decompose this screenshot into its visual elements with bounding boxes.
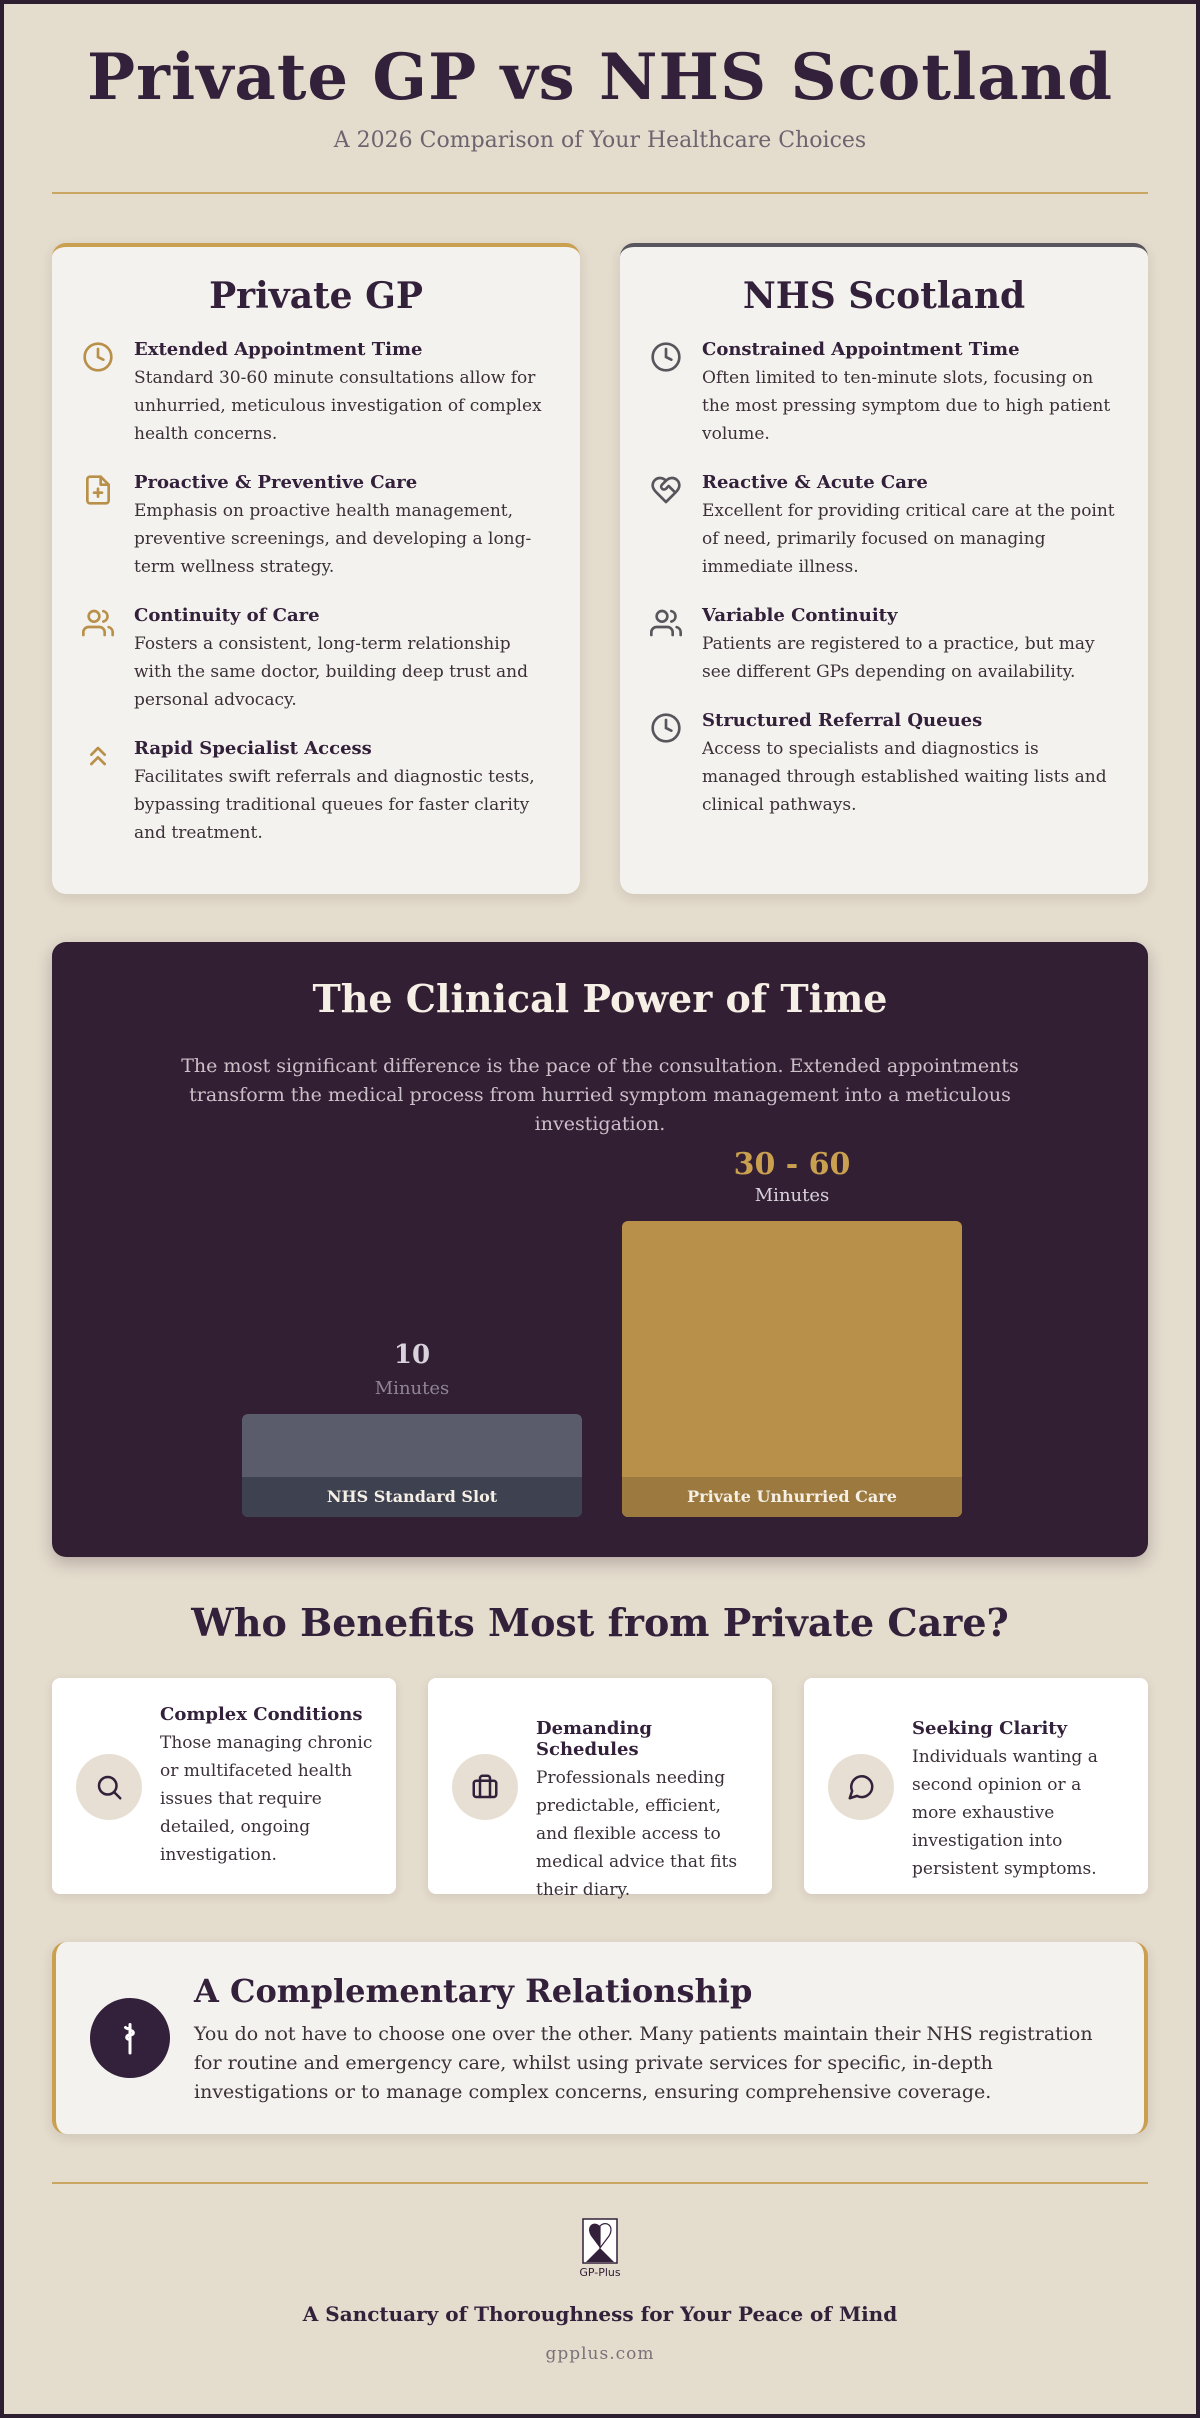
search-icon: [76, 1754, 142, 1820]
benefit-title: Demanding Schedules: [536, 1718, 652, 1760]
private-feature: Rapid Specialist Access Facilitates swif…: [82, 738, 550, 847]
feature-text: Patients are registered to a practice, b…: [702, 634, 1095, 682]
complementary-panel: A Complementary Relationship You do not …: [52, 1942, 1148, 2134]
feature-title: Variable Continuity: [702, 605, 898, 626]
caduceus-icon: [90, 1998, 170, 2078]
private-feature: Extended Appointment Time Standard 30-60…: [82, 339, 550, 448]
footer-tagline: A Sanctuary of Thoroughness for Your Pea…: [302, 2302, 898, 2326]
logo-text: GP-Plus: [579, 2266, 621, 2279]
feature-title: Constrained Appointment Time: [702, 339, 1020, 360]
feature-title: Reactive & Acute Care: [702, 472, 928, 493]
nhs-scotland-card: NHS Scotland Constrained Appointment Tim…: [620, 243, 1148, 894]
feature-text: Fosters a consistent, long-term relation…: [134, 634, 529, 710]
briefcase-icon: [452, 1754, 518, 1820]
private-gp-card: Private GP Extended Appointment Time Sta…: [52, 243, 580, 894]
feature-text: Often limited to ten-minute slots, focus…: [702, 368, 1111, 444]
clock-icon: [82, 341, 118, 448]
benefit-card-complex: Complex Conditions Those managing chroni…: [52, 1678, 396, 1894]
footer-divider: [52, 2182, 1148, 2184]
gp-plus-logo: GP-Plus: [574, 2218, 626, 2279]
bar-unit-label: Minutes: [374, 1378, 450, 1399]
feature-text: Emphasis on proactive health management,…: [134, 501, 532, 577]
bar-category-label: NHS Standard Slot: [242, 1477, 582, 1517]
time-bar: Private Unhurried Care: [622, 1221, 962, 1517]
complementary-text: You do not have to choose one over the o…: [194, 2023, 1093, 2103]
nhs-title: NHS Scotland: [742, 275, 1026, 317]
gp-plus-logo-mark: [582, 2218, 618, 2264]
clock-icon: [650, 712, 686, 819]
feature-text: Access to specialists and diagnostics is…: [702, 739, 1107, 815]
page-title: Private GP vs NHS Scotland: [87, 40, 1113, 115]
clinical-time-panel: The Clinical Power of Time The most sign…: [52, 942, 1148, 1557]
clinical-time-title: The Clinical Power of Time: [312, 976, 888, 1021]
nhs-feature: Structured Referral Queues Access to spe…: [650, 710, 1118, 819]
nhs-feature: Constrained Appointment Time Often limit…: [650, 339, 1118, 448]
benefit-card-clarity: Seeking Clarity Individuals wanting a se…: [804, 1678, 1148, 1894]
users-icon: [650, 607, 686, 686]
clinical-time-description: The most significant difference is the p…: [181, 1055, 1019, 1135]
nhs-feature: Reactive & Acute Care Excellent for prov…: [650, 472, 1118, 581]
feature-title: Structured Referral Queues: [702, 710, 983, 731]
nhs-feature: Variable Continuity Patients are registe…: [650, 605, 1118, 686]
private-feature: Continuity of Care Fosters a consistent,…: [82, 605, 550, 714]
benefit-text: Those managing chronic or multifaceted h…: [160, 1733, 373, 1865]
feature-title: Rapid Specialist Access: [134, 738, 372, 759]
benefit-text: Individuals wanting a second opinion or …: [912, 1747, 1098, 1879]
feature-text: Excellent for providing critical care at…: [702, 501, 1115, 577]
benefit-title: Complex Conditions: [160, 1704, 363, 1725]
file-plus-icon: [82, 474, 118, 581]
feature-title: Continuity of Care: [134, 605, 320, 626]
benefits-title: Who Benefits Most from Private Care?: [191, 1600, 1009, 1645]
page-subtitle: A 2026 Comparison of Your Healthcare Cho…: [333, 128, 867, 153]
footer-website-link[interactable]: gpplus.com: [545, 2344, 655, 2364]
bar-category-label: Private Unhurried Care: [622, 1477, 962, 1517]
feature-title: Proactive & Preventive Care: [134, 472, 418, 493]
benefit-card-schedules: Demanding Schedules Professionals needin…: [428, 1678, 772, 1900]
header-divider: [52, 192, 1148, 194]
heart-handshake-icon: [650, 474, 686, 581]
benefit-text: Professionals needing predictable, effic…: [536, 1768, 738, 1900]
bar-value-label: 30 - 60: [733, 1147, 851, 1182]
private-gp-title: Private GP: [209, 275, 423, 317]
bar-value-label: 10: [393, 1340, 431, 1370]
clock-icon: [650, 341, 686, 448]
chevrons-up-icon: [82, 740, 118, 847]
bar-unit-label: Minutes: [754, 1185, 830, 1206]
feature-text: Facilitates swift referrals and diagnost…: [134, 767, 535, 843]
message-circle-icon: [828, 1754, 894, 1820]
benefit-title: Seeking Clarity: [912, 1718, 1068, 1739]
users-icon: [82, 607, 118, 714]
complementary-title: A Complementary Relationship: [194, 1972, 753, 2010]
feature-text: Standard 30-60 minute consultations allo…: [134, 368, 542, 444]
private-feature: Proactive & Preventive Care Emphasis on …: [82, 472, 550, 581]
feature-title: Extended Appointment Time: [134, 339, 423, 360]
time-bar: NHS Standard Slot: [242, 1414, 582, 1517]
